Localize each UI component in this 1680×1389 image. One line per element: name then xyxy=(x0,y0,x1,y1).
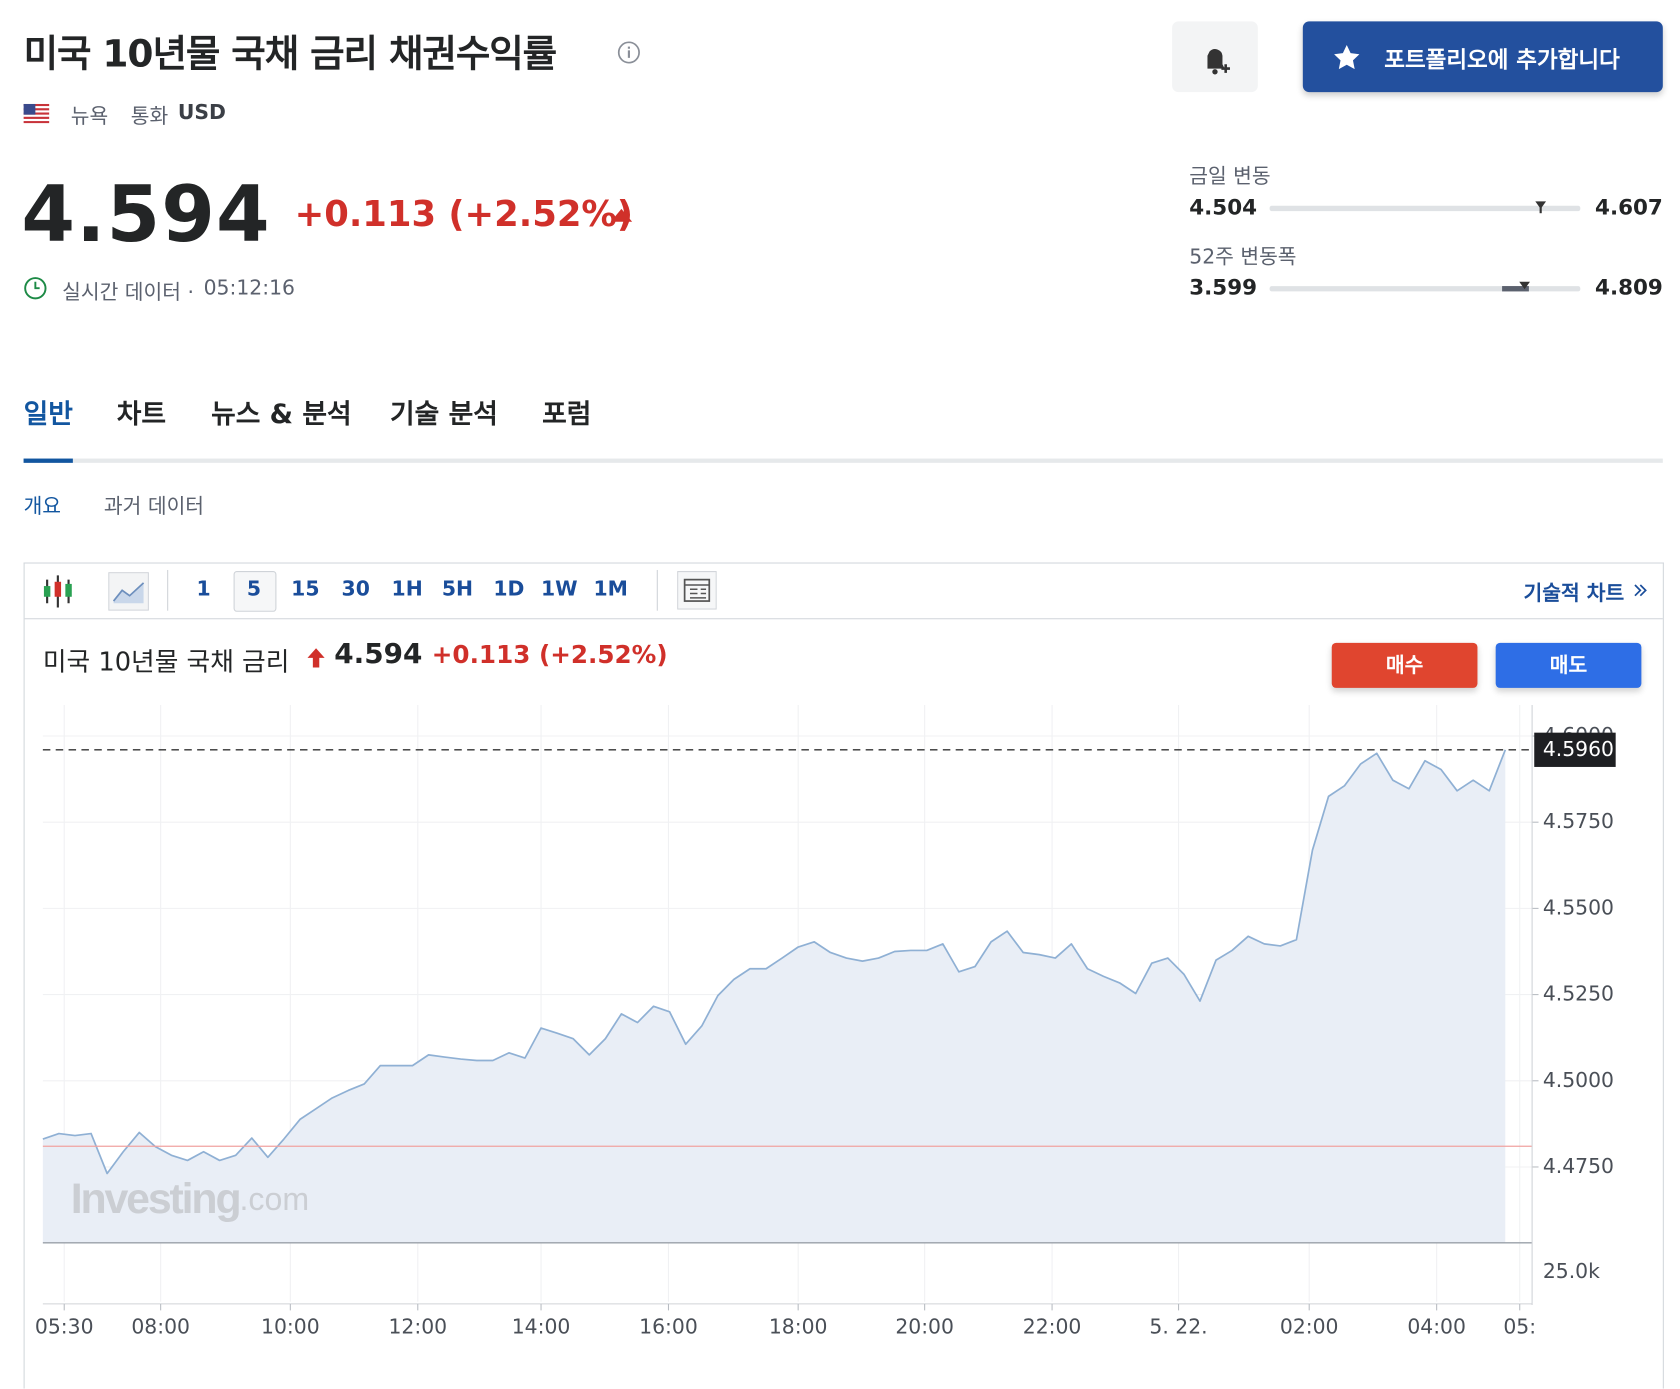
range-high: 4.607 xyxy=(1595,193,1663,220)
price-line xyxy=(42,749,1507,1175)
interval[interactable]: 1H xyxy=(391,577,423,602)
x-tick-label: 08:00 xyxy=(131,1314,190,1338)
interval[interactable]: 5 xyxy=(246,577,262,602)
buy-button[interactable]: 매수 xyxy=(1331,642,1478,688)
x-tick-label: 16:00 xyxy=(639,1314,698,1338)
x-tick-label: 22:00 xyxy=(1023,1314,1082,1338)
us-flag xyxy=(23,103,50,124)
last-price-label: 4.5960 xyxy=(1543,737,1614,761)
chart-up-arrow xyxy=(307,648,325,668)
watermark-suffix: .com xyxy=(240,1182,310,1218)
chart-change: +0.113 (+2.52%) xyxy=(431,641,668,670)
exchange: 뉴욕 xyxy=(70,104,109,129)
info-icon[interactable] xyxy=(617,41,641,65)
chevron-icon xyxy=(1634,584,1647,597)
range-label: 금일 변동 xyxy=(1189,164,1271,189)
x-tick-label: 04:00 xyxy=(1407,1314,1466,1338)
price-change: +0.113 (+2.52%) xyxy=(294,192,634,235)
x-tick-label: 20:00 xyxy=(895,1314,954,1338)
area-fill xyxy=(42,749,1506,1243)
clock-icon xyxy=(24,277,47,300)
currency: USD xyxy=(177,100,226,125)
active-tab-indicator xyxy=(23,458,73,463)
toolbar-rule xyxy=(24,618,1663,620)
up-arrow xyxy=(610,208,633,222)
range-low: 4.504 xyxy=(1189,193,1258,220)
y-tick-label: 4.5500 xyxy=(1543,895,1614,919)
x-tick-label: 14:00 xyxy=(512,1314,571,1338)
instrument-title: 미국 10년물 국채 금리 채권수익률 xyxy=(23,33,558,77)
technical-chart-link[interactable]: 기술적 차트 xyxy=(1523,581,1625,606)
tab[interactable]: 일반 xyxy=(23,398,73,430)
subtab[interactable]: 개요 xyxy=(23,494,62,519)
toolbar-separator xyxy=(167,569,169,611)
y-tick-label: 4.5250 xyxy=(1543,982,1614,1006)
range-bar xyxy=(1269,205,1581,212)
chart-price: 4.594 xyxy=(334,638,423,671)
range-marker xyxy=(1535,195,1548,209)
interval-selected xyxy=(233,571,277,612)
x-tick-label: 5. 22. xyxy=(1149,1314,1207,1338)
last-price-box xyxy=(1534,732,1616,767)
range-label: 52주 변동폭 xyxy=(1189,245,1297,269)
watermark: Investing.com xyxy=(71,1175,309,1223)
alert-button[interactable] xyxy=(1172,21,1258,93)
interval[interactable]: 15 xyxy=(291,577,320,602)
range-high: 4.809 xyxy=(1595,274,1663,300)
realtime-time: 05:12:16 xyxy=(203,276,296,300)
subtab[interactable]: 과거 데이터 xyxy=(103,494,205,519)
chart-title: 미국 10년물 국채 금리 xyxy=(42,647,290,678)
x-tick-label: 05:30 xyxy=(35,1314,94,1338)
range-bar xyxy=(1269,286,1581,292)
range-low: 3.599 xyxy=(1189,274,1258,300)
sell-button[interactable]: 매도 xyxy=(1495,642,1642,688)
chart-box xyxy=(23,562,1664,1389)
interval[interactable]: 1W xyxy=(540,577,578,602)
tabs-rule xyxy=(23,458,1663,463)
y-tick-label: 4.5000 xyxy=(1543,1068,1614,1092)
tab[interactable]: 기술 분석 xyxy=(389,398,498,430)
y-tick-label: 4.4750 xyxy=(1543,1154,1614,1178)
x-tick-label: 02:00 xyxy=(1280,1314,1339,1338)
day-range-segment xyxy=(1501,286,1529,292)
realtime-label: 실시간 데이터 · xyxy=(62,280,194,305)
volume-axis-label: 25.0k xyxy=(1543,1259,1600,1283)
currency-label: 통화 xyxy=(130,104,169,129)
portfolio-button[interactable]: 포트폴리오에 추가합니다 xyxy=(1302,21,1663,93)
interval[interactable]: 30 xyxy=(341,577,370,602)
y-tick-label: 4.5750 xyxy=(1543,809,1614,833)
toolbar-separator xyxy=(656,569,658,611)
layout-icon[interactable] xyxy=(677,571,717,610)
last-price: 4.594 xyxy=(21,169,271,260)
interval[interactable]: 1D xyxy=(493,577,525,602)
watermark-brand: Investing xyxy=(71,1175,240,1223)
x-tick-label: 12:00 xyxy=(388,1314,447,1338)
portfolio-label: 포트폴리오에 추가합니다 xyxy=(1384,47,1620,73)
range-tick xyxy=(1540,205,1543,214)
candle-icon[interactable] xyxy=(43,573,77,609)
range-marker xyxy=(1519,275,1532,290)
x-tick-label: 18:00 xyxy=(769,1314,828,1338)
interval[interactable]: 5H xyxy=(441,577,474,602)
interval[interactable]: 1 xyxy=(196,577,211,602)
x-tick-label: 05: xyxy=(1503,1314,1536,1338)
tab[interactable]: 차트 xyxy=(116,398,167,430)
x-tick-label: 10:00 xyxy=(261,1314,320,1338)
tab[interactable]: 뉴스 & 분석 xyxy=(211,398,352,430)
interval[interactable]: 1M xyxy=(593,577,628,602)
area-icon[interactable] xyxy=(108,572,149,611)
tab[interactable]: 포럼 xyxy=(542,398,592,430)
